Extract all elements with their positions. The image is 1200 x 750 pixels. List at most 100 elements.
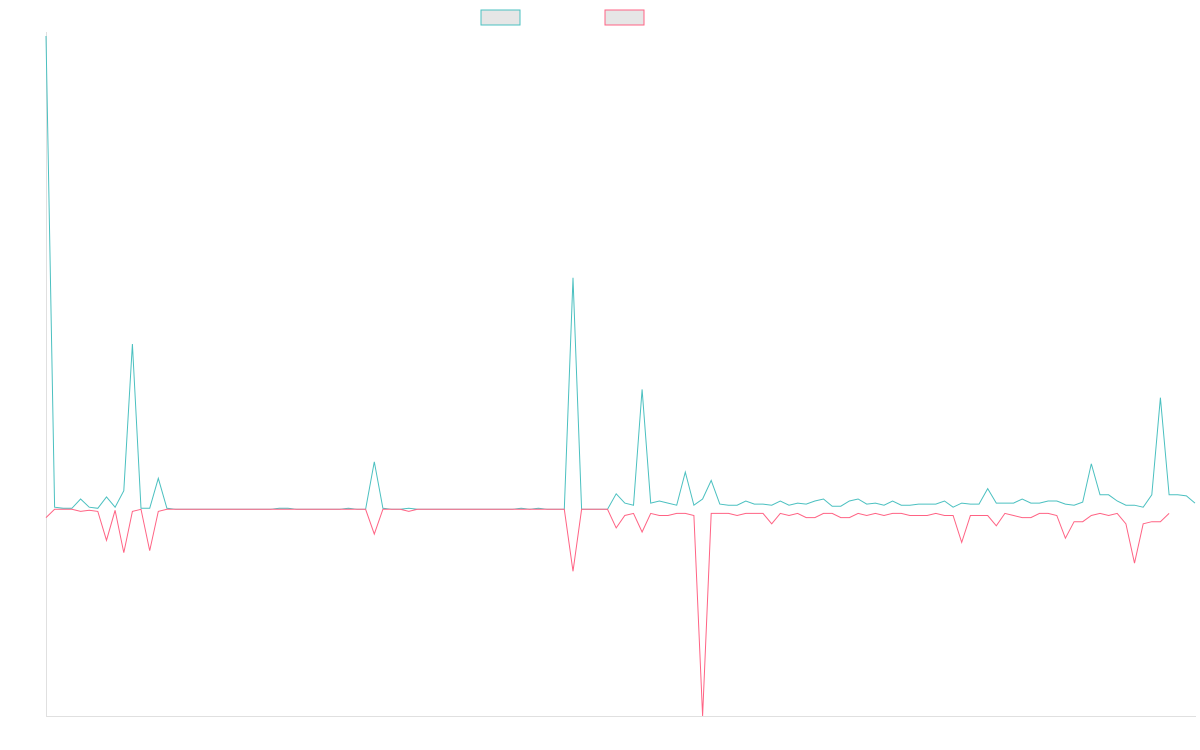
- data-point[interactable]: [475, 506, 481, 512]
- data-point[interactable]: [1183, 493, 1189, 499]
- data-point[interactable]: [1080, 499, 1086, 505]
- data-point[interactable]: [898, 502, 904, 508]
- data-point[interactable]: [129, 508, 135, 514]
- data-point[interactable]: [60, 506, 66, 512]
- data-point[interactable]: [613, 525, 619, 531]
- data-point[interactable]: [294, 506, 300, 512]
- data-point[interactable]: [155, 508, 161, 514]
- data-point[interactable]: [829, 503, 835, 509]
- data-point[interactable]: [743, 510, 749, 516]
- data-point[interactable]: [86, 507, 92, 513]
- data-point[interactable]: [933, 510, 939, 516]
- data-point[interactable]: [164, 506, 170, 512]
- data-point[interactable]: [147, 548, 153, 554]
- data-point[interactable]: [751, 510, 757, 516]
- data-point[interactable]: [199, 506, 205, 512]
- data-point[interactable]: [112, 507, 118, 513]
- data-point[interactable]: [942, 498, 948, 504]
- data-point[interactable]: [838, 515, 844, 521]
- data-point[interactable]: [1166, 492, 1172, 498]
- data-point[interactable]: [803, 501, 809, 507]
- data-point[interactable]: [155, 475, 161, 481]
- data-point[interactable]: [950, 504, 956, 510]
- data-point[interactable]: [1157, 395, 1163, 401]
- data-point[interactable]: [648, 500, 654, 506]
- data-point[interactable]: [726, 510, 732, 516]
- data-point[interactable]: [1054, 513, 1060, 519]
- data-point[interactable]: [821, 510, 827, 516]
- data-point[interactable]: [846, 515, 852, 521]
- data-point[interactable]: [561, 506, 567, 512]
- data-point[interactable]: [665, 513, 671, 519]
- data-point[interactable]: [1054, 498, 1060, 504]
- data-point[interactable]: [708, 510, 714, 516]
- data-point[interactable]: [104, 494, 110, 500]
- data-point[interactable]: [942, 513, 948, 519]
- data-point[interactable]: [242, 506, 248, 512]
- data-point[interactable]: [570, 275, 576, 281]
- data-point[interactable]: [1071, 519, 1077, 525]
- data-point[interactable]: [916, 513, 922, 519]
- data-point[interactable]: [786, 513, 792, 519]
- data-point[interactable]: [760, 501, 766, 507]
- data-point[interactable]: [1011, 513, 1017, 519]
- data-point[interactable]: [674, 502, 680, 508]
- data-point[interactable]: [622, 513, 628, 519]
- data-point[interactable]: [993, 523, 999, 529]
- data-point[interactable]: [380, 506, 386, 512]
- data-point[interactable]: [311, 506, 317, 512]
- data-point[interactable]: [795, 510, 801, 516]
- data-point[interactable]: [846, 498, 852, 504]
- data-point[interactable]: [224, 506, 230, 512]
- data-point[interactable]: [907, 513, 913, 519]
- data-point[interactable]: [622, 500, 628, 506]
- data-point[interactable]: [173, 506, 179, 512]
- data-point[interactable]: [345, 506, 351, 512]
- data-point[interactable]: [1080, 519, 1086, 525]
- data-point[interactable]: [397, 506, 403, 512]
- data-point[interactable]: [138, 506, 144, 512]
- data-point[interactable]: [812, 498, 818, 504]
- data-point[interactable]: [924, 513, 930, 519]
- data-point[interactable]: [207, 506, 213, 512]
- data-point[interactable]: [250, 506, 256, 512]
- data-point[interactable]: [708, 477, 714, 483]
- data-point[interactable]: [1132, 560, 1138, 566]
- data-point[interactable]: [631, 502, 637, 508]
- data-point[interactable]: [639, 386, 645, 392]
- data-point[interactable]: [959, 539, 965, 545]
- data-point[interactable]: [440, 506, 446, 512]
- data-point[interactable]: [1157, 519, 1163, 525]
- data-point[interactable]: [1175, 492, 1181, 498]
- legend-item-series-a[interactable]: [480, 9, 521, 26]
- data-point[interactable]: [1123, 502, 1129, 508]
- data-point[interactable]: [1114, 510, 1120, 516]
- data-point[interactable]: [121, 550, 127, 556]
- data-point[interactable]: [1019, 496, 1025, 502]
- data-point[interactable]: [1149, 519, 1155, 525]
- data-point[interactable]: [1140, 521, 1146, 527]
- data-point[interactable]: [328, 506, 334, 512]
- data-point[interactable]: [864, 513, 870, 519]
- data-point[interactable]: [544, 506, 550, 512]
- data-point[interactable]: [881, 502, 887, 508]
- data-point[interactable]: [1088, 513, 1094, 519]
- data-point[interactable]: [587, 506, 593, 512]
- data-point[interactable]: [484, 506, 490, 512]
- data-point[interactable]: [855, 510, 861, 516]
- data-point[interactable]: [985, 486, 991, 492]
- data-point[interactable]: [415, 506, 421, 512]
- data-point[interactable]: [777, 510, 783, 516]
- data-point[interactable]: [734, 513, 740, 519]
- data-point[interactable]: [268, 506, 274, 512]
- data-point[interactable]: [769, 502, 775, 508]
- data-point[interactable]: [1097, 492, 1103, 498]
- data-point[interactable]: [631, 510, 637, 516]
- data-point[interactable]: [700, 496, 706, 502]
- data-point[interactable]: [959, 500, 965, 506]
- data-point[interactable]: [751, 501, 757, 507]
- data-point[interactable]: [1011, 500, 1017, 506]
- data-point[interactable]: [596, 506, 602, 512]
- data-point[interactable]: [458, 506, 464, 512]
- data-point[interactable]: [881, 513, 887, 519]
